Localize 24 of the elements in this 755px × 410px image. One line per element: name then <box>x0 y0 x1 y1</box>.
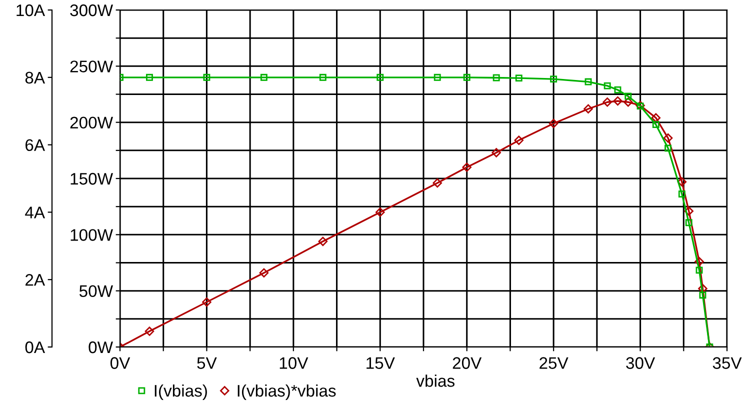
x-tick-label: 15V <box>366 357 395 369</box>
y2-tick-label: 8A <box>25 72 46 84</box>
x-tick-label: 10V <box>280 357 308 369</box>
y2-tick-label: 2A <box>26 274 46 286</box>
legend-label: I(vbias)*vbias <box>238 384 336 400</box>
x-tick-label: 0V <box>110 357 130 369</box>
y2-tick-label: 6A <box>26 139 46 152</box>
x-axis-title: vbias <box>416 374 454 387</box>
y-tick-label: 300W <box>70 4 113 16</box>
legend-label: I(vbias) <box>154 384 207 400</box>
x-tick-label: 20V <box>452 357 482 369</box>
y-tick-label: 50W <box>79 285 113 298</box>
y-tick-label: 200W <box>70 116 113 129</box>
y2-tick-label: 4A <box>25 206 46 218</box>
y-tick-label: 250W <box>70 60 113 72</box>
y-tick-label: 150W <box>70 172 113 185</box>
x-tick-label: 35V <box>712 357 742 369</box>
x-tick-label: 25V <box>540 357 568 369</box>
x-tick-label: 5V <box>197 357 217 369</box>
y-tick-label: 0W <box>88 341 113 354</box>
y2-tick-label: 0A <box>25 341 46 354</box>
x-tick-label: 30V <box>626 357 656 369</box>
y2-tick-label: 10A <box>16 4 46 16</box>
y-tick-label: 100W <box>70 229 113 241</box>
